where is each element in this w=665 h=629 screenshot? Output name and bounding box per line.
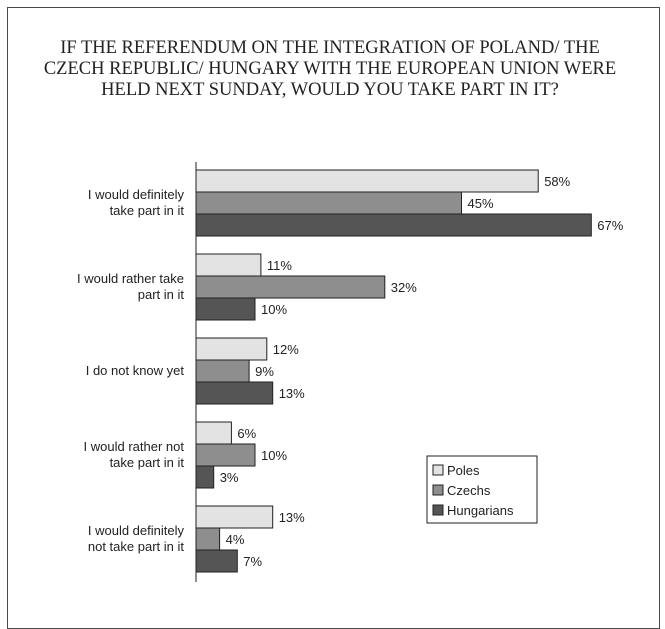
data-label: 13% (279, 386, 305, 401)
bar-hungarians (195, 297, 256, 321)
bar-czechs (195, 275, 386, 299)
category-label: I would definitely (88, 187, 185, 202)
bar-poles (195, 253, 262, 277)
category-label: not take part in it (88, 539, 184, 554)
bar-czechs (195, 191, 462, 215)
data-label: 58% (544, 174, 570, 189)
bar-hungarians (195, 465, 215, 489)
category-label: part in it (138, 287, 185, 302)
bar-poles (195, 421, 232, 445)
legend-label: Poles (447, 463, 480, 478)
chart-title: IF THE REFERENDUM ON THE INTEGRATION OF … (43, 38, 617, 100)
data-label: 45% (468, 196, 494, 211)
bar-hungarians (195, 381, 274, 405)
data-label: 12% (273, 342, 299, 357)
data-label: 7% (243, 554, 262, 569)
bar-poles (195, 337, 268, 361)
data-label: 13% (279, 510, 305, 525)
category-label: I would rather take (77, 271, 184, 286)
legend-swatch (432, 504, 444, 516)
data-label: 4% (226, 532, 245, 547)
data-label: 10% (261, 448, 287, 463)
data-label: 9% (255, 364, 274, 379)
category-label: take part in it (110, 455, 185, 470)
category-label: I would definitely (88, 523, 185, 538)
legend-label: Czechs (447, 483, 491, 498)
data-label: 67% (597, 218, 623, 233)
category-label: I do not know yet (86, 363, 185, 378)
data-label: 10% (261, 302, 287, 317)
data-label: 3% (220, 470, 239, 485)
data-label: 6% (237, 426, 256, 441)
legend-swatch (432, 484, 444, 496)
bar-hungarians (195, 549, 238, 573)
bar-czechs (195, 527, 221, 551)
legend: Poles Czechs Hungarians (426, 455, 538, 524)
legend-box (426, 455, 538, 524)
bar-czechs (195, 443, 256, 467)
legend-swatch (432, 464, 444, 476)
data-label: 32% (391, 280, 417, 295)
category-label: I would rather not (84, 439, 185, 454)
legend-label: Hungarians (447, 503, 514, 518)
category-label: take part in it (110, 203, 185, 218)
data-label: 11% (267, 258, 292, 273)
bar-poles (195, 505, 274, 529)
bar-poles (195, 169, 539, 193)
bar-hungarians (195, 213, 592, 237)
bar-czechs (195, 359, 250, 383)
chart-frame (7, 7, 660, 629)
